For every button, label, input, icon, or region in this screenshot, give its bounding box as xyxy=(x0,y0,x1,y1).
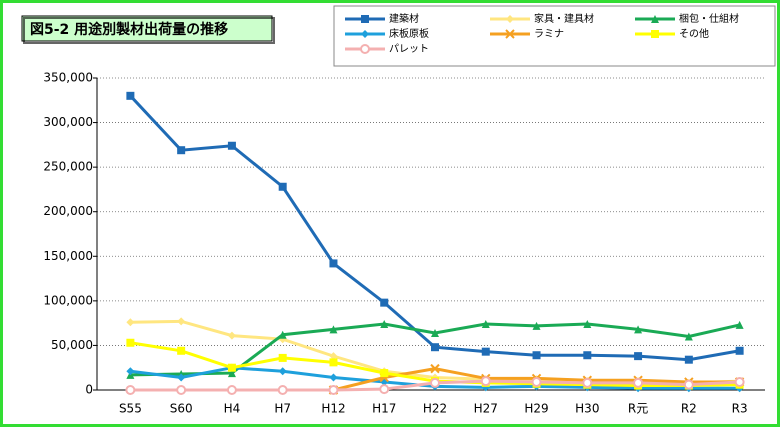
marker xyxy=(177,346,186,355)
marker xyxy=(651,15,659,23)
marker xyxy=(734,376,745,387)
marker xyxy=(126,91,135,100)
marker xyxy=(126,318,135,327)
legend-label: 建築材 xyxy=(389,12,419,25)
marker xyxy=(227,369,236,378)
legend-box xyxy=(333,5,776,67)
marker xyxy=(481,347,490,356)
marker xyxy=(176,385,187,395)
marker xyxy=(227,141,236,150)
marker xyxy=(430,363,440,374)
legend-label: 家具・建具材 xyxy=(534,12,594,25)
marker xyxy=(226,385,237,395)
x-tick-label: H12 xyxy=(321,402,345,416)
marker xyxy=(735,346,744,355)
marker xyxy=(278,330,287,339)
marker xyxy=(430,377,440,388)
x-tick-label: H22 xyxy=(423,402,447,416)
x-tick-label: S55 xyxy=(119,402,142,416)
marker xyxy=(735,320,744,329)
marker xyxy=(684,332,693,341)
marker xyxy=(329,358,338,367)
y-tick-label: 0 xyxy=(85,383,93,397)
y-tick-label: 250,000 xyxy=(43,160,93,174)
x-tick-label: R元 xyxy=(628,402,648,416)
marker xyxy=(227,331,236,340)
y-tick-label: 50,000 xyxy=(51,338,93,352)
marker xyxy=(360,44,370,54)
y-tick-label: 100,000 xyxy=(43,293,93,307)
marker xyxy=(651,30,659,38)
marker xyxy=(361,15,369,23)
marker xyxy=(480,376,491,387)
marker xyxy=(278,367,287,376)
marker xyxy=(683,379,694,390)
x-tick-label: R3 xyxy=(732,402,748,416)
marker xyxy=(380,298,389,307)
marker xyxy=(481,320,490,329)
x-tick-label: H17 xyxy=(372,402,396,416)
marker xyxy=(328,385,339,395)
marker xyxy=(329,352,338,361)
y-tick-label: 300,000 xyxy=(43,115,93,129)
y-tick-label: 200,000 xyxy=(43,204,93,218)
marker xyxy=(277,385,288,395)
x-tick-label: H27 xyxy=(474,402,498,416)
marker xyxy=(583,351,592,360)
marker xyxy=(634,325,643,334)
marker xyxy=(329,259,338,268)
x-tick-label: H29 xyxy=(524,402,548,416)
chart-title: 図5-2 用途別製材出荷量の推移 xyxy=(30,21,228,38)
x-tick-label: H30 xyxy=(575,402,599,416)
legend-label: 梱包・仕組材 xyxy=(679,12,739,25)
marker xyxy=(278,353,287,362)
marker xyxy=(227,363,236,372)
marker xyxy=(379,384,390,395)
title-shadow xyxy=(23,17,275,44)
marker xyxy=(505,29,515,39)
legend-label: その他 xyxy=(679,27,709,40)
y-tick-label: 150,000 xyxy=(43,249,93,263)
marker xyxy=(278,182,287,191)
marker xyxy=(532,321,541,330)
marker xyxy=(329,325,338,334)
marker xyxy=(125,385,136,395)
marker xyxy=(177,373,186,382)
marker xyxy=(177,317,186,326)
legend-label: 床板原板 xyxy=(389,27,429,40)
marker xyxy=(531,376,542,387)
marker xyxy=(380,369,389,378)
x-tick-label: H4 xyxy=(224,402,241,416)
marker xyxy=(583,320,592,329)
marker xyxy=(532,351,541,360)
marker xyxy=(582,377,593,388)
marker xyxy=(380,320,389,329)
marker xyxy=(126,367,135,376)
legend-label: ラミナ xyxy=(534,28,564,40)
marker xyxy=(506,15,514,23)
marker xyxy=(329,373,338,382)
x-tick-label: H7 xyxy=(274,402,291,416)
marker xyxy=(684,355,693,364)
y-tick-label: 350,000 xyxy=(43,71,93,85)
x-tick-label: R2 xyxy=(681,402,697,416)
marker xyxy=(126,338,135,347)
marker xyxy=(431,328,439,337)
marker xyxy=(177,146,186,155)
marker xyxy=(431,343,439,352)
marker xyxy=(633,377,644,388)
marker xyxy=(634,352,643,361)
marker xyxy=(361,30,369,38)
title-box xyxy=(21,15,273,42)
x-tick-label: S60 xyxy=(170,402,193,416)
legend-label: パレット xyxy=(389,43,429,55)
